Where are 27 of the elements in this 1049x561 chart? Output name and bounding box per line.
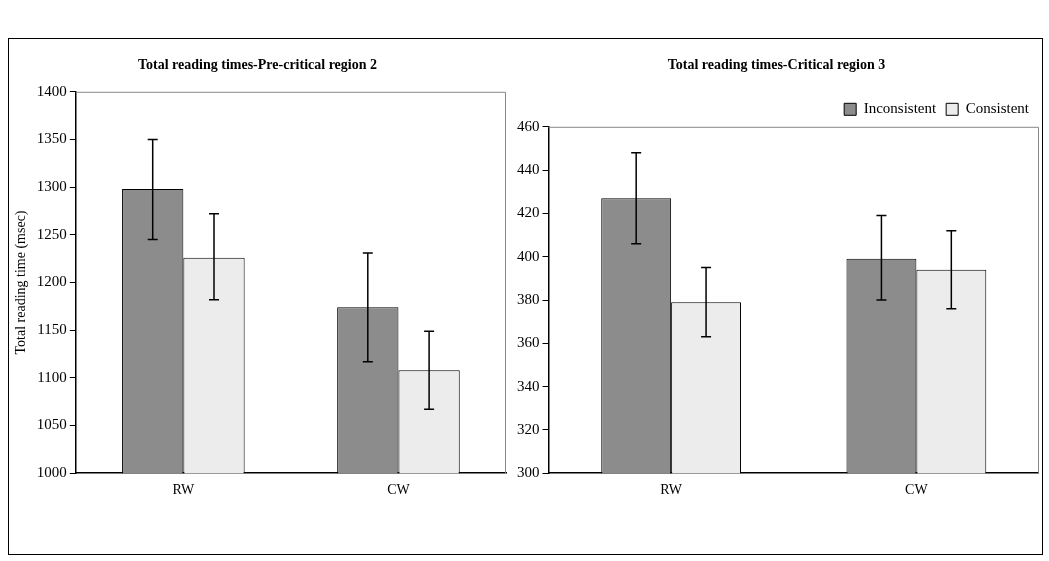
x-tick-label: CW (905, 482, 929, 498)
y-tick-label: 1100 (37, 368, 67, 385)
y-tick-label: 380 (517, 290, 540, 307)
chart-title: Total reading times-Critical region 3 (667, 57, 886, 73)
y-tick-label: 1000 (36, 464, 67, 481)
y-tick-label: 340 (517, 377, 540, 394)
y-tick-label: 1300 (36, 178, 67, 195)
legend-label: Inconsistent (863, 100, 937, 117)
y-tick-label: 300 (517, 464, 540, 481)
x-tick-label: CW (387, 482, 411, 498)
y-tick-label: 1400 (36, 82, 67, 99)
y-tick-label: 1050 (36, 416, 67, 433)
y-tick-label: 360 (517, 334, 540, 351)
chart-title: Total reading times-Pre-critical region 2 (138, 57, 377, 73)
x-tick-label: RW (660, 482, 683, 498)
y-tick-label: 1350 (36, 130, 67, 147)
y-tick-label: 1200 (36, 273, 67, 290)
y-axis-title: Total reading time (msec) (13, 210, 30, 355)
y-tick-label: 460 (517, 117, 540, 134)
y-tick-label: 1150 (37, 321, 67, 338)
y-tick-label: 1250 (36, 225, 67, 242)
y-tick-label: 440 (517, 161, 540, 178)
y-tick-label: 420 (517, 204, 540, 221)
y-tick-label: 400 (517, 247, 540, 264)
x-tick-label: RW (172, 482, 196, 498)
legend-label: Consistent (965, 100, 1030, 117)
y-tick-label: 320 (517, 420, 540, 437)
